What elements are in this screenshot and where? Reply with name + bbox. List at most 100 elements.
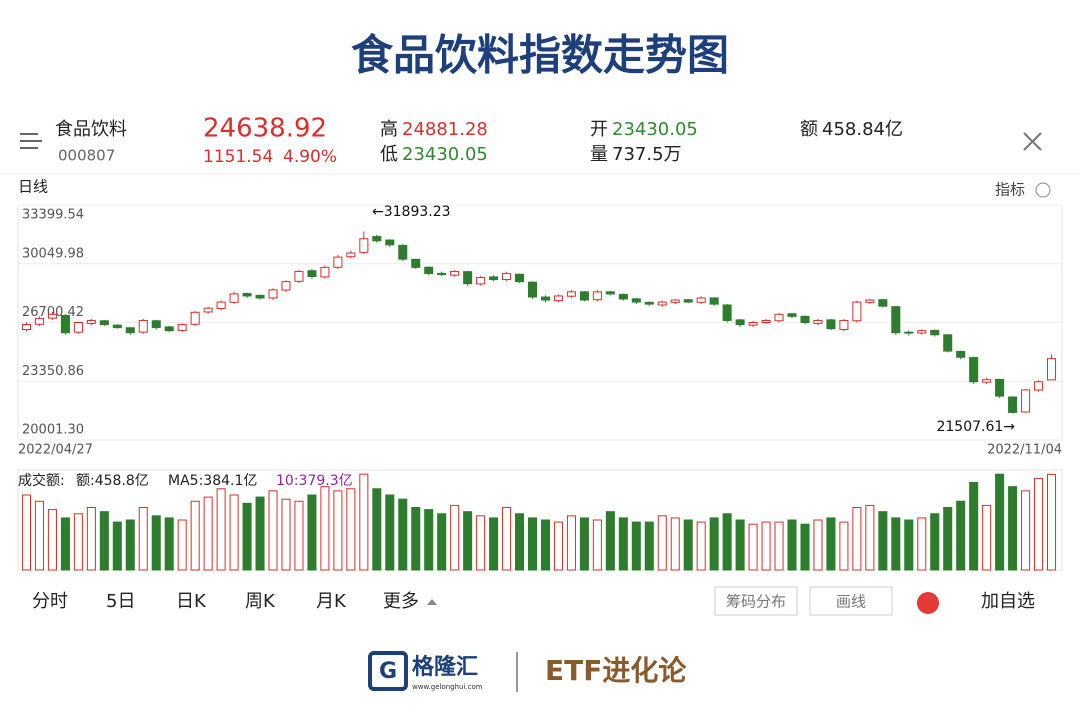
candle-body [852,301,862,322]
volume-bar [709,517,719,571]
max-annotation: ←31893.23 [372,204,451,220]
candle-body [60,314,70,334]
candle-body [1034,381,1044,391]
candle-body [255,294,265,299]
volume-bar [540,519,551,571]
volume-bar [515,513,525,571]
volume-bar [592,519,602,571]
candle-body [73,322,83,333]
candle-body [86,319,96,324]
candle-body [826,319,836,330]
candle-body [735,319,745,326]
open: 23430.05 [612,119,698,140]
tab-active[interactable]: 日K [176,591,207,612]
volume-bar [683,519,693,571]
candle-body [437,272,447,275]
volume-bar [631,521,641,571]
high-label: 高 [380,119,398,140]
candle-body [190,311,200,325]
volume-bar [450,504,460,571]
menu-icon[interactable] [20,133,42,149]
volume-bar [566,515,576,571]
candle-body [99,320,109,326]
record-button[interactable] [917,592,939,614]
candle-body [683,299,693,303]
candle-body [489,276,499,281]
indicator-icon[interactable] [1035,182,1051,198]
volume-bar [60,517,70,571]
watchlist-button[interactable]: 加自选 [981,591,1035,612]
volume-bar [463,511,473,571]
candle-body [631,298,641,303]
volume-bar [722,513,732,571]
volume: 737.5万 [612,144,682,165]
high: 24881.28 [402,119,488,140]
candle-body [1046,358,1057,381]
candle-body [359,238,369,253]
candle-body [553,295,563,302]
volume-bar [748,523,758,571]
candle-body [722,304,732,321]
candle-body [995,379,1005,397]
volume-bar [125,519,135,571]
volume-bar [216,488,226,571]
candle-body [1021,389,1031,413]
candle-body [346,252,356,258]
tab[interactable]: 5日 [106,591,135,612]
candle-body [696,297,706,303]
volume-bar [164,517,174,571]
candle-body [644,301,654,305]
candle-body [982,379,992,383]
chip-button[interactable]: 筹码分布 [726,593,786,611]
low: 23430.05 [402,144,488,165]
candle-body [398,244,408,260]
indicator-button[interactable]: 指标 [995,181,1025,199]
volume-bar [385,494,395,571]
button-frame[interactable] [714,586,798,616]
volume-bar [735,519,745,571]
close-button[interactable] [1023,132,1042,151]
volume-bar [21,494,32,571]
volume-bar [878,511,888,571]
volume-bar [151,515,161,571]
tab[interactable]: 更多 [383,591,419,612]
candle-body [463,271,473,285]
volume-bar [657,515,667,571]
candle-body [1008,396,1018,413]
draw-button[interactable]: 画线 [836,593,866,611]
amount-label: 额 [800,119,818,140]
button-frame[interactable] [809,586,893,616]
volume-bar [177,519,187,571]
y-tick-label: 20001.30 [22,423,84,438]
change: 1151.54 [203,147,273,167]
amount: 458.84亿 [822,119,903,140]
candle-body [787,313,797,317]
price: 24638.92 [203,114,327,144]
candle-body [294,270,304,282]
brand: 格隆汇 [412,654,478,680]
low-label: 低 [380,144,398,165]
candle-body [904,331,914,334]
more-arrow [427,599,437,605]
candle-body [450,270,460,276]
volume-bar [527,517,538,571]
volume-bar [644,521,654,571]
y-tick-label: 33399.54 [22,208,84,223]
index-name: 食品饮料 [55,119,127,140]
volume-bar [190,500,200,571]
y-tick-label: 30049.98 [22,246,84,261]
volume-bar [47,509,57,571]
min-annotation: 21507.61→ [936,419,1015,435]
volume-bar [333,490,343,571]
volume-bar [307,494,317,571]
candle-body [657,301,667,306]
tab[interactable]: 月K [316,591,347,612]
candle-body [333,256,343,268]
volume-bar [1008,486,1018,571]
tab[interactable]: 周K [245,591,276,612]
volume-bar [476,515,486,571]
volume-bar [839,521,849,571]
candle-body [47,313,57,319]
tab[interactable]: 分时 [32,591,68,612]
